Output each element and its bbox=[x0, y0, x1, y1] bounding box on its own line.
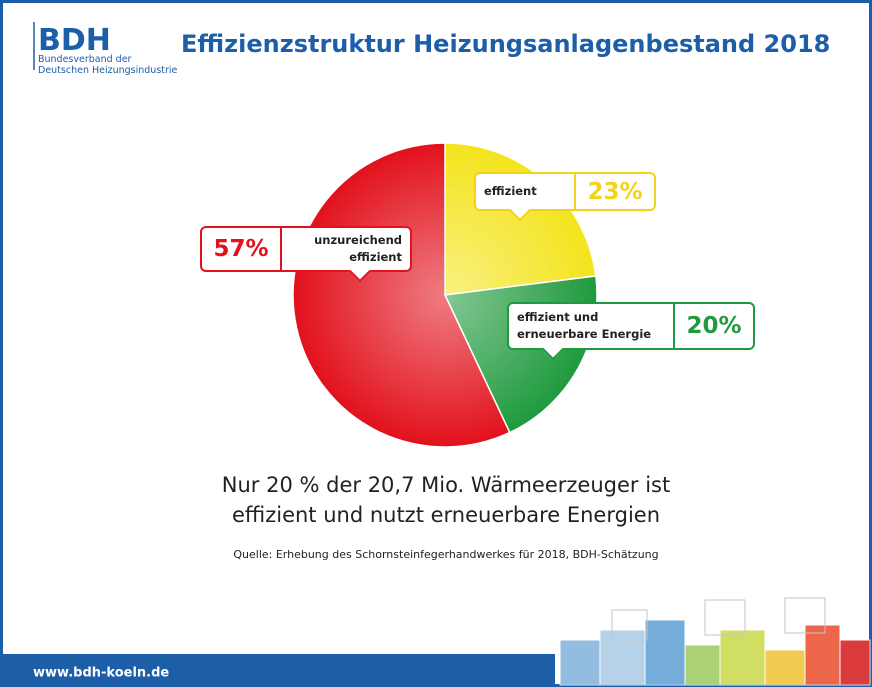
callout: 57% unzureichend effizient bbox=[200, 226, 412, 283]
callout-label: effizient und erneuerbare Energie bbox=[509, 304, 673, 348]
logo-line: Bundesverband der bbox=[38, 54, 132, 65]
value-label: 20% bbox=[673, 304, 753, 348]
category-label: effizient und erneuerbare Energie bbox=[517, 310, 652, 341]
value-label: 23% bbox=[574, 174, 654, 209]
callout-label: unzureichend effizient bbox=[282, 228, 410, 270]
footer-url[interactable]: www.bdh-koeln.de bbox=[33, 666, 169, 681]
chart-title: Effizienzstruktur Heizungsanlagenbestand… bbox=[181, 30, 830, 58]
subtitle: Nur 20 % der 20,7 Mio. Wärmeerzeuger ist bbox=[222, 473, 670, 497]
logo-line: Deutschen Heizungsindustrie bbox=[38, 65, 178, 76]
category-label: unzureichend effizient bbox=[314, 233, 402, 264]
callout: effizient und erneuerbare Energie 20% bbox=[507, 302, 755, 361]
category-label: effizient bbox=[484, 184, 537, 199]
logo-name: BDH bbox=[38, 23, 111, 58]
value-label: 57% bbox=[202, 228, 282, 270]
footer-band bbox=[3, 654, 555, 687]
subtitle: effizient und nutzt erneuerbare Energien bbox=[232, 503, 660, 527]
source: Quelle: Erhebung des Schornsteinfegerhan… bbox=[233, 548, 658, 561]
callout-label: effizient bbox=[476, 174, 574, 209]
cubes-decoration bbox=[559, 597, 871, 686]
callout: effizient 23% bbox=[474, 172, 656, 222]
